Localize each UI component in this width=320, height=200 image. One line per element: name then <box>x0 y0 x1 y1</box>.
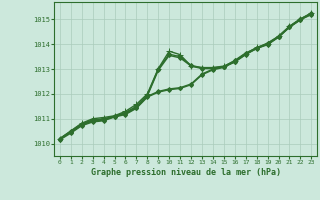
X-axis label: Graphe pression niveau de la mer (hPa): Graphe pression niveau de la mer (hPa) <box>91 168 281 177</box>
